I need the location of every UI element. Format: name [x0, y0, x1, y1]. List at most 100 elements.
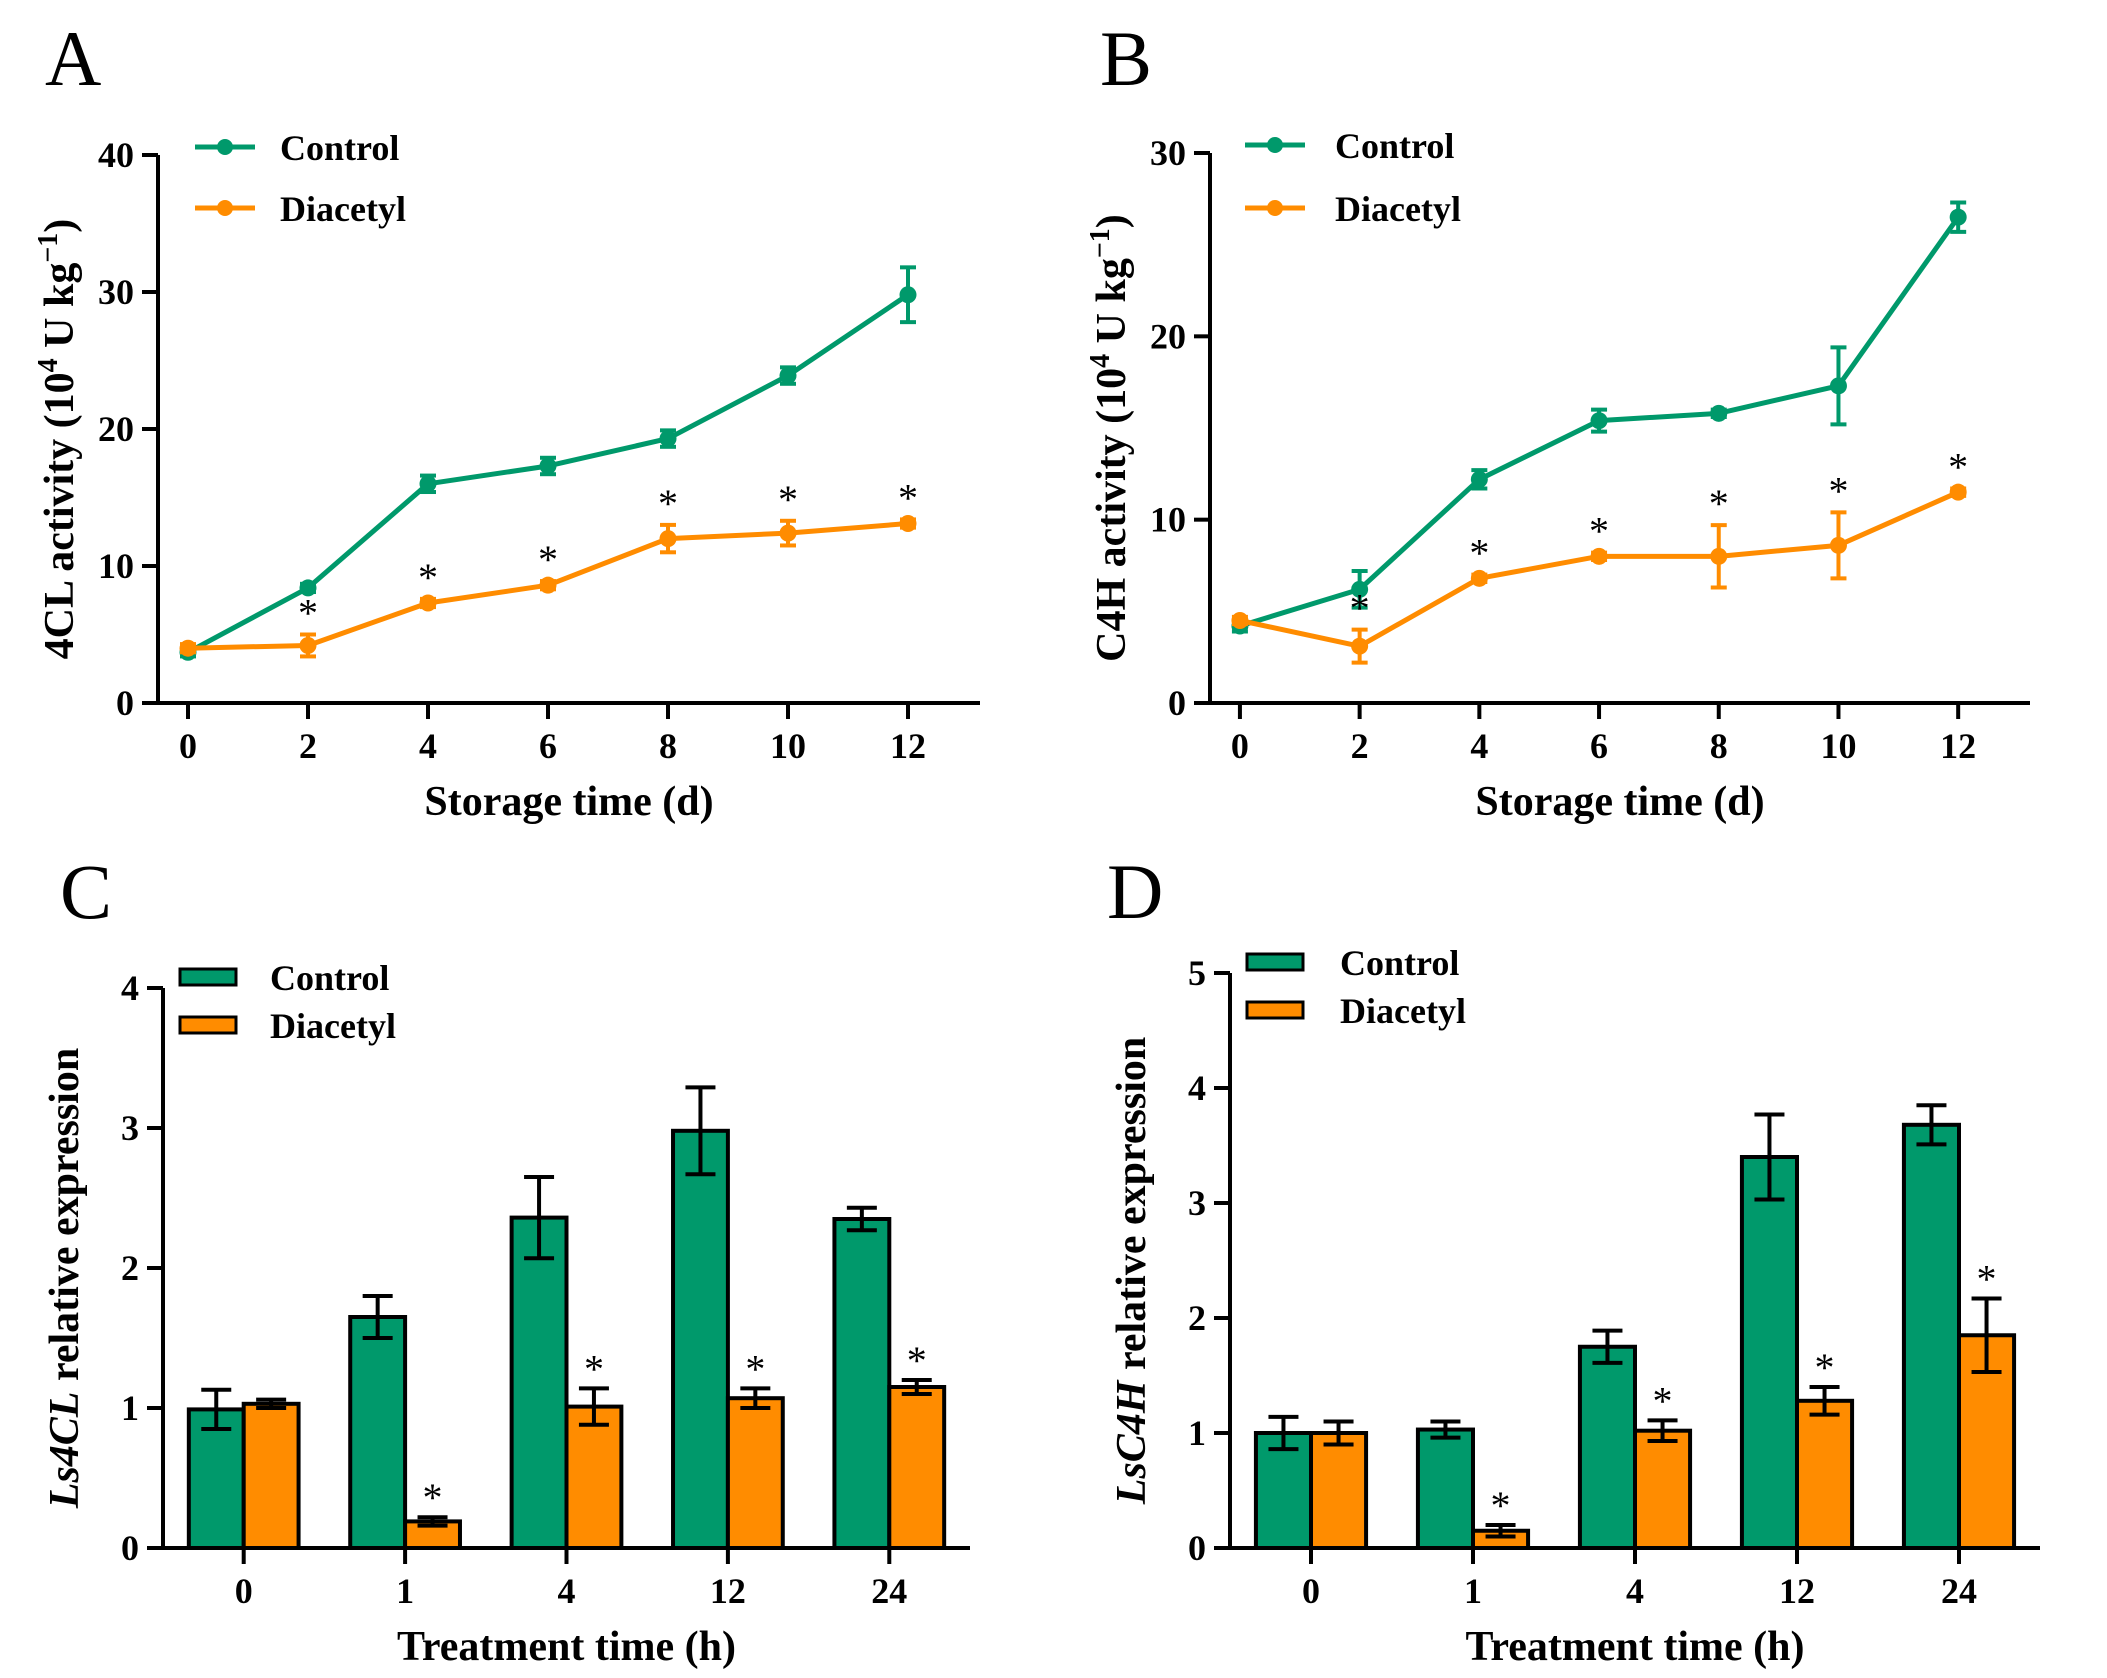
x-tick-label: 0: [1231, 726, 1249, 766]
x-tick-label: 8: [1710, 726, 1728, 766]
x-axis-title: Storage time (d): [1475, 779, 1764, 825]
significance-mark: *: [423, 1475, 443, 1520]
y-tick-label: 30: [98, 272, 134, 312]
y-axis-title: LsC4H relative expression: [1109, 1037, 1155, 1505]
legend-swatch-control: [178, 967, 238, 987]
bar-diacetyl: [1309, 1431, 1369, 1550]
x-tick-label: 2: [299, 726, 317, 766]
y-axis-title-gene: LsC4H: [1109, 1379, 1155, 1505]
panel-letter-a: A: [45, 15, 101, 102]
x-tick-label: 0: [235, 1571, 253, 1611]
x-tick-label: 4: [1470, 726, 1488, 766]
data-point-diacetyl: [1351, 637, 1369, 655]
y-axis-title-unit: U kg: [37, 263, 83, 359]
legend-label-control: Control: [1335, 126, 1454, 166]
significance-mark: *: [1709, 481, 1729, 526]
data-point-diacetyl: [1710, 547, 1728, 565]
chart-panel-b: 0 10 20 30 0 2 4 6 8 10 12 Storage time (d) C4H acti…: [1085, 126, 2030, 825]
data-point-control: [1351, 580, 1369, 598]
significance-mark: *: [907, 1338, 927, 1383]
y-axis-title-superscript: −1: [1085, 228, 1116, 258]
y-axis-title-text: relative expression: [42, 1048, 88, 1392]
y-axis-title-close: ): [37, 219, 83, 233]
data-point-control: [1829, 377, 1847, 395]
data-point-diacetyl: [899, 515, 917, 533]
bar-diacetyl: [725, 1396, 785, 1550]
y-axis-title-unit: U kg: [1089, 258, 1135, 354]
y-axis-title-superscript: −1: [33, 233, 64, 263]
y-tick-label: 20: [1150, 316, 1186, 356]
data-point-diacetyl: [779, 524, 797, 542]
data-point-diacetyl: [179, 639, 197, 657]
significance-mark: *: [745, 1346, 765, 1391]
legend-swatch-control: [1245, 952, 1305, 972]
y-tick-label: 3: [121, 1108, 139, 1148]
significance-mark: *: [898, 475, 918, 520]
y-axis-title-superscript: 4: [33, 358, 64, 372]
significance-mark: *: [1977, 1256, 1997, 1301]
significance-mark: *: [1469, 531, 1489, 576]
significance-mark: *: [778, 477, 798, 522]
x-tick-label: 0: [179, 726, 197, 766]
x-tick-label: 1: [396, 1571, 414, 1611]
x-tick-label: 2: [1351, 726, 1369, 766]
legend-label-control: Control: [1340, 943, 1459, 983]
significance-mark: *: [538, 537, 558, 582]
data-point-control: [1949, 208, 1967, 226]
significance-mark: *: [1491, 1483, 1511, 1528]
legend-label-control: Control: [280, 128, 399, 168]
bar-control: [1901, 1122, 1962, 1551]
y-axis-title-text: C4H activity (10: [1089, 368, 1135, 662]
bar-diacetyl: [887, 1385, 947, 1550]
significance-mark: *: [584, 1346, 604, 1391]
y-tick-label: 0: [121, 1528, 139, 1568]
data-point-diacetyl: [1231, 612, 1249, 629]
bar-diacetyl: [564, 1404, 624, 1550]
y-tick-label: 10: [1150, 500, 1186, 540]
y-tick-label: 40: [98, 135, 134, 175]
panel-letter-b: B: [1100, 15, 1152, 102]
significance-mark: *: [1828, 468, 1848, 513]
data-point-control: [779, 367, 797, 385]
y-tick-label: 1: [121, 1388, 139, 1428]
significance-mark: *: [1948, 445, 1968, 490]
data-point-control: [899, 286, 917, 304]
y-axis-title: Ls4CL relative expression: [42, 1048, 88, 1509]
x-tick-label: 12: [890, 726, 926, 766]
y-axis-title: C4H activity (104 U kg−1): [1085, 214, 1135, 662]
data-point-diacetyl: [659, 530, 677, 548]
x-tick-label: 6: [539, 726, 557, 766]
data-point-diacetyl: [539, 576, 557, 594]
x-tick-label: 10: [1820, 726, 1856, 766]
y-tick-label: 10: [98, 546, 134, 586]
y-axis-title-superscript: 4: [1085, 354, 1116, 368]
x-tick-label: 12: [1940, 726, 1976, 766]
significance-mark: *: [1815, 1345, 1835, 1390]
data-point-diacetyl: [1470, 569, 1488, 587]
legend-label-control: Control: [270, 958, 389, 998]
legend-marker-diacetyl: [217, 200, 233, 216]
legend-label-diacetyl: Diacetyl: [1340, 991, 1466, 1031]
legend-swatch-diacetyl: [178, 1015, 238, 1035]
x-tick-label: 24: [1941, 1571, 1977, 1611]
bar-control: [348, 1315, 408, 1550]
x-tick-label: 12: [1779, 1571, 1815, 1611]
legend-label-diacetyl: Diacetyl: [270, 1006, 396, 1046]
bar-control: [1415, 1427, 1476, 1551]
data-point-control: [1710, 404, 1728, 422]
bar-control: [1577, 1344, 1638, 1550]
x-tick-label: 0: [1302, 1571, 1320, 1611]
bar-control: [671, 1128, 730, 1551]
x-tick-label: 10: [770, 726, 806, 766]
bar-control: [509, 1215, 569, 1550]
y-tick-label: 2: [121, 1248, 139, 1288]
y-tick-label: 4: [1188, 1068, 1206, 1108]
bar-control: [832, 1217, 892, 1550]
y-tick-label: 0: [1168, 683, 1186, 723]
x-tick-label: 24: [871, 1571, 907, 1611]
bar-diacetyl: [1633, 1428, 1693, 1550]
x-tick-label: 6: [1590, 726, 1608, 766]
